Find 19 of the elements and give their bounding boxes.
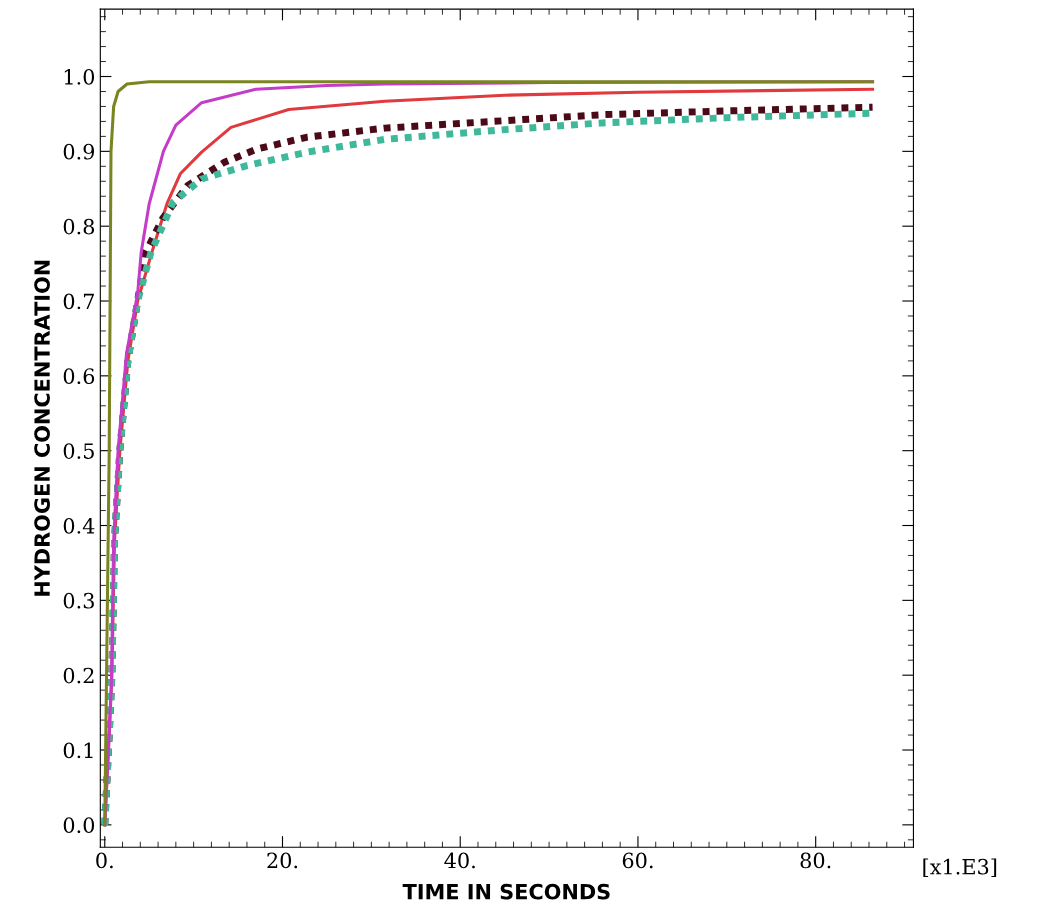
x-axis-title: TIME IN SECONDS [402,883,610,900]
y-tick-label: 1.0 [64,68,95,85]
y-axis-title: HYDROGEN CONCENTRATION [34,260,50,596]
y-tick-label: 0.5 [63,443,94,459]
x-tick-label: 0. [96,852,113,869]
y-tick-label: 0.0 [63,817,95,834]
x-tick-label: 80. [800,852,831,869]
y-tick-label: 0.1 [63,742,93,759]
y-tick-label: 0.8 [63,218,95,235]
y-tick-label: 0.4 [63,517,95,534]
x-tick-label: 20. [267,852,298,869]
x-tick-label: 60. [622,852,653,869]
x-tick-label: 40. [444,852,475,869]
y-tick-label: 0.9 [63,143,95,160]
y-tick-label: 0.3 [63,592,94,609]
y-tick-label: 0.6 [63,368,95,385]
y-tick-label: 0.2 [63,667,94,684]
y-tick-label: 0.7 [63,293,94,310]
text: [x1.E3] [923,858,997,877]
